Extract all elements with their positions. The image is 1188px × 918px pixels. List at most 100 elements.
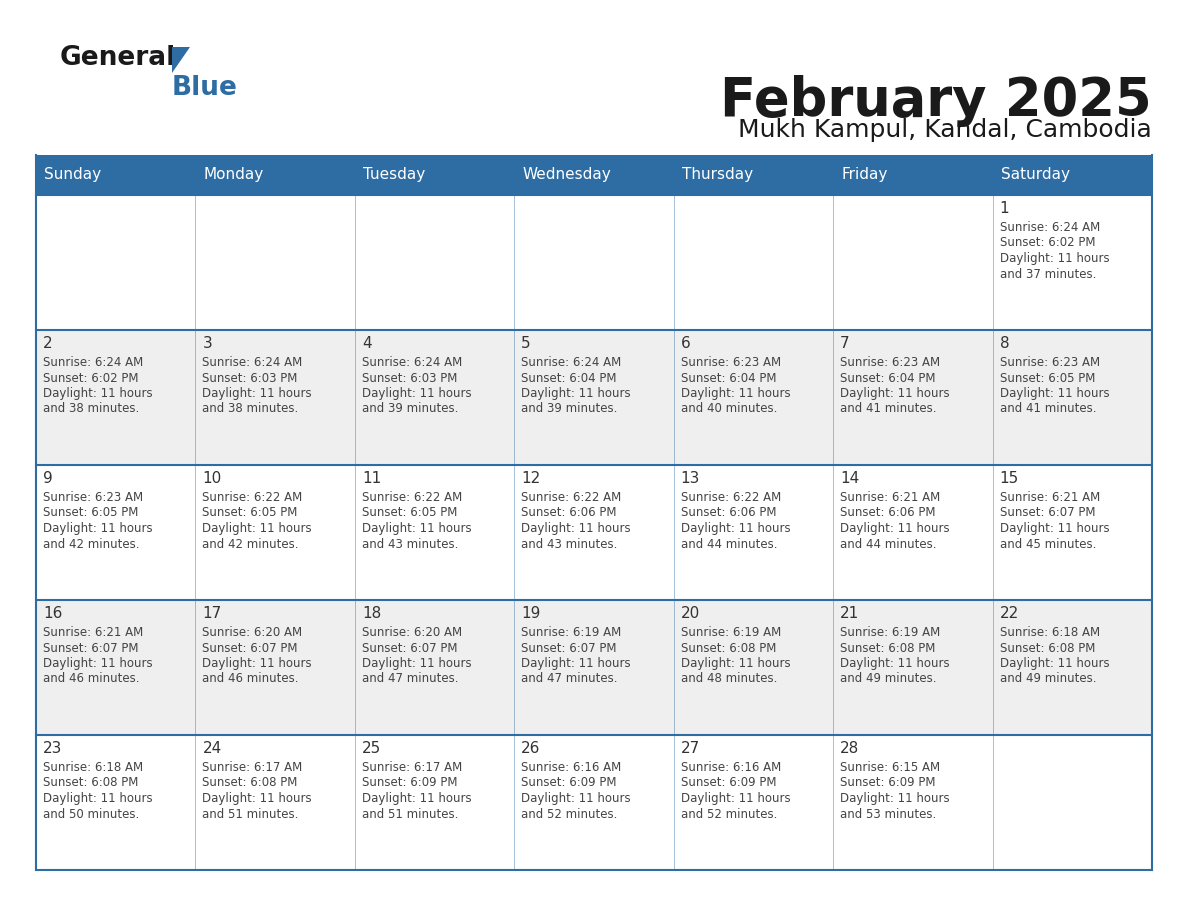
Text: 19: 19 bbox=[522, 606, 541, 621]
Text: 2: 2 bbox=[43, 336, 52, 351]
Text: Sunset: 6:02 PM: Sunset: 6:02 PM bbox=[999, 237, 1095, 250]
Text: 5: 5 bbox=[522, 336, 531, 351]
Text: 20: 20 bbox=[681, 606, 700, 621]
Text: Sunrise: 6:22 AM: Sunrise: 6:22 AM bbox=[681, 491, 781, 504]
Text: Daylight: 11 hours: Daylight: 11 hours bbox=[840, 657, 949, 670]
Text: Sunset: 6:04 PM: Sunset: 6:04 PM bbox=[840, 372, 936, 385]
Text: Daylight: 11 hours: Daylight: 11 hours bbox=[522, 657, 631, 670]
Text: 7: 7 bbox=[840, 336, 849, 351]
Text: General: General bbox=[61, 45, 176, 71]
Text: Sunset: 6:05 PM: Sunset: 6:05 PM bbox=[999, 372, 1095, 385]
Text: Sunrise: 6:19 AM: Sunrise: 6:19 AM bbox=[840, 626, 941, 639]
Text: and 39 minutes.: and 39 minutes. bbox=[362, 402, 459, 416]
Text: 18: 18 bbox=[362, 606, 381, 621]
Text: Sunday: Sunday bbox=[44, 167, 101, 183]
Text: Sunrise: 6:18 AM: Sunrise: 6:18 AM bbox=[999, 626, 1100, 639]
Text: Sunset: 6:09 PM: Sunset: 6:09 PM bbox=[522, 777, 617, 789]
Text: Daylight: 11 hours: Daylight: 11 hours bbox=[999, 522, 1110, 535]
Text: and 47 minutes.: and 47 minutes. bbox=[362, 673, 459, 686]
Text: 27: 27 bbox=[681, 741, 700, 756]
Text: Daylight: 11 hours: Daylight: 11 hours bbox=[999, 387, 1110, 400]
Bar bbox=[36, 600, 1152, 735]
Text: Sunrise: 6:21 AM: Sunrise: 6:21 AM bbox=[43, 626, 144, 639]
Text: Sunset: 6:03 PM: Sunset: 6:03 PM bbox=[202, 372, 298, 385]
Text: Sunset: 6:05 PM: Sunset: 6:05 PM bbox=[43, 507, 138, 520]
Text: and 53 minutes.: and 53 minutes. bbox=[840, 808, 936, 821]
Text: and 47 minutes.: and 47 minutes. bbox=[522, 673, 618, 686]
Text: Daylight: 11 hours: Daylight: 11 hours bbox=[202, 387, 312, 400]
Text: 25: 25 bbox=[362, 741, 381, 756]
Text: 17: 17 bbox=[202, 606, 222, 621]
Text: 15: 15 bbox=[999, 471, 1019, 486]
Text: Sunrise: 6:23 AM: Sunrise: 6:23 AM bbox=[840, 356, 940, 369]
Text: and 42 minutes.: and 42 minutes. bbox=[202, 538, 299, 551]
Text: Sunset: 6:06 PM: Sunset: 6:06 PM bbox=[840, 507, 936, 520]
Text: Monday: Monday bbox=[203, 167, 264, 183]
Text: and 41 minutes.: and 41 minutes. bbox=[840, 402, 936, 416]
Text: 26: 26 bbox=[522, 741, 541, 756]
Text: Daylight: 11 hours: Daylight: 11 hours bbox=[681, 387, 790, 400]
Text: Daylight: 11 hours: Daylight: 11 hours bbox=[999, 252, 1110, 265]
Text: Sunset: 6:07 PM: Sunset: 6:07 PM bbox=[43, 642, 139, 655]
Text: Sunrise: 6:16 AM: Sunrise: 6:16 AM bbox=[522, 761, 621, 774]
Text: Daylight: 11 hours: Daylight: 11 hours bbox=[362, 792, 472, 805]
Bar bbox=[36, 735, 1152, 870]
Text: Daylight: 11 hours: Daylight: 11 hours bbox=[202, 522, 312, 535]
Text: Sunset: 6:04 PM: Sunset: 6:04 PM bbox=[522, 372, 617, 385]
Text: February 2025: February 2025 bbox=[720, 75, 1152, 127]
Text: and 44 minutes.: and 44 minutes. bbox=[840, 538, 936, 551]
Text: 24: 24 bbox=[202, 741, 222, 756]
Text: Sunrise: 6:19 AM: Sunrise: 6:19 AM bbox=[522, 626, 621, 639]
Bar bbox=[36, 155, 1152, 195]
Text: Sunrise: 6:24 AM: Sunrise: 6:24 AM bbox=[202, 356, 303, 369]
Text: Sunset: 6:08 PM: Sunset: 6:08 PM bbox=[202, 777, 298, 789]
Text: Daylight: 11 hours: Daylight: 11 hours bbox=[522, 387, 631, 400]
Text: Daylight: 11 hours: Daylight: 11 hours bbox=[43, 387, 152, 400]
Text: Sunrise: 6:22 AM: Sunrise: 6:22 AM bbox=[522, 491, 621, 504]
Text: Blue: Blue bbox=[172, 75, 238, 101]
Text: Sunrise: 6:21 AM: Sunrise: 6:21 AM bbox=[840, 491, 941, 504]
Text: Sunset: 6:08 PM: Sunset: 6:08 PM bbox=[840, 642, 935, 655]
Text: 8: 8 bbox=[999, 336, 1009, 351]
Text: and 43 minutes.: and 43 minutes. bbox=[522, 538, 618, 551]
Text: Sunset: 6:06 PM: Sunset: 6:06 PM bbox=[681, 507, 776, 520]
Text: Sunrise: 6:22 AM: Sunrise: 6:22 AM bbox=[202, 491, 303, 504]
Text: Daylight: 11 hours: Daylight: 11 hours bbox=[362, 522, 472, 535]
Text: Sunrise: 6:24 AM: Sunrise: 6:24 AM bbox=[43, 356, 144, 369]
Text: and 52 minutes.: and 52 minutes. bbox=[522, 808, 618, 821]
Text: Sunset: 6:06 PM: Sunset: 6:06 PM bbox=[522, 507, 617, 520]
Text: Sunrise: 6:24 AM: Sunrise: 6:24 AM bbox=[362, 356, 462, 369]
Text: 9: 9 bbox=[43, 471, 52, 486]
Text: and 51 minutes.: and 51 minutes. bbox=[362, 808, 459, 821]
Text: Sunset: 6:08 PM: Sunset: 6:08 PM bbox=[43, 777, 138, 789]
Text: Sunrise: 6:20 AM: Sunrise: 6:20 AM bbox=[362, 626, 462, 639]
Text: and 39 minutes.: and 39 minutes. bbox=[522, 402, 618, 416]
Text: 14: 14 bbox=[840, 471, 859, 486]
Text: Sunrise: 6:24 AM: Sunrise: 6:24 AM bbox=[999, 221, 1100, 234]
Text: 3: 3 bbox=[202, 336, 213, 351]
Text: Sunrise: 6:22 AM: Sunrise: 6:22 AM bbox=[362, 491, 462, 504]
Text: Daylight: 11 hours: Daylight: 11 hours bbox=[999, 657, 1110, 670]
Bar bbox=[36, 465, 1152, 600]
Text: Wednesday: Wednesday bbox=[523, 167, 611, 183]
Text: Sunset: 6:09 PM: Sunset: 6:09 PM bbox=[840, 777, 936, 789]
Text: and 42 minutes.: and 42 minutes. bbox=[43, 538, 139, 551]
Text: Mukh Kampul, Kandal, Cambodia: Mukh Kampul, Kandal, Cambodia bbox=[738, 118, 1152, 142]
Text: Sunset: 6:09 PM: Sunset: 6:09 PM bbox=[362, 777, 457, 789]
Text: Daylight: 11 hours: Daylight: 11 hours bbox=[522, 522, 631, 535]
Text: and 38 minutes.: and 38 minutes. bbox=[43, 402, 139, 416]
Text: and 43 minutes.: and 43 minutes. bbox=[362, 538, 459, 551]
Text: Daylight: 11 hours: Daylight: 11 hours bbox=[43, 522, 152, 535]
Text: Sunset: 6:07 PM: Sunset: 6:07 PM bbox=[362, 642, 457, 655]
Text: Sunrise: 6:15 AM: Sunrise: 6:15 AM bbox=[840, 761, 940, 774]
Text: 1: 1 bbox=[999, 201, 1009, 216]
Text: Daylight: 11 hours: Daylight: 11 hours bbox=[202, 657, 312, 670]
Polygon shape bbox=[172, 47, 190, 73]
Text: 21: 21 bbox=[840, 606, 859, 621]
Text: Sunrise: 6:16 AM: Sunrise: 6:16 AM bbox=[681, 761, 781, 774]
Text: Daylight: 11 hours: Daylight: 11 hours bbox=[681, 657, 790, 670]
Text: Daylight: 11 hours: Daylight: 11 hours bbox=[202, 792, 312, 805]
Text: Daylight: 11 hours: Daylight: 11 hours bbox=[840, 387, 949, 400]
Text: 11: 11 bbox=[362, 471, 381, 486]
Text: Sunset: 6:09 PM: Sunset: 6:09 PM bbox=[681, 777, 776, 789]
